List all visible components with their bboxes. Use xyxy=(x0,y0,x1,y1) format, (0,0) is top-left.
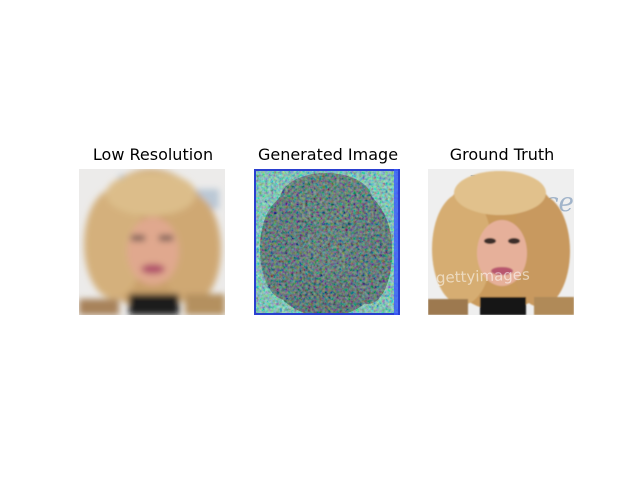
panel-title-generated-image: Generated Image xyxy=(257,145,399,164)
ground-truth-panel: Ground Truth h cei xyxy=(412,144,592,315)
generated-image-panel: Generated Image xyxy=(238,144,418,315)
panel-title-low-resolution: Low Resolution xyxy=(92,145,214,164)
low-resolution-image xyxy=(79,169,225,315)
ground-truth-image: h cei gettyimages xyxy=(428,169,574,315)
watermark-text: gettyimages xyxy=(436,266,531,287)
low-resolution-panel: Low Resolution xyxy=(63,144,243,315)
panel-title-ground-truth: Ground Truth xyxy=(449,145,555,164)
generated-image xyxy=(254,169,400,315)
